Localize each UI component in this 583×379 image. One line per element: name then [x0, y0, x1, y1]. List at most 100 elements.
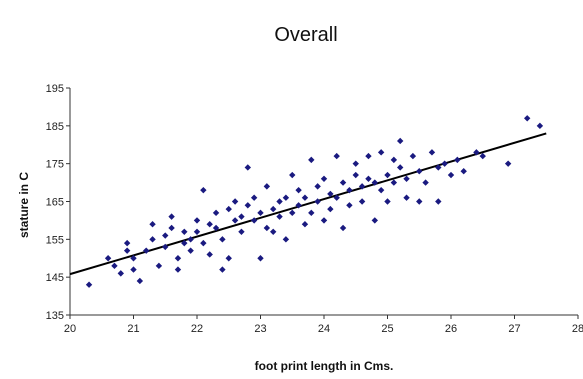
data-point	[111, 262, 118, 270]
data-point	[390, 156, 398, 164]
data-point	[168, 224, 175, 232]
data-point	[295, 202, 302, 209]
data-point	[212, 224, 220, 232]
data-point	[276, 213, 283, 220]
data-point	[384, 171, 391, 179]
x-tick-label: 22	[191, 323, 203, 335]
data-point	[365, 152, 372, 160]
data-point	[295, 186, 302, 194]
x-tick-label: 28	[572, 323, 583, 335]
plot-area: 135 145 155 165 175 185 195 20 21 22 23 24 25 26 27 28	[46, 83, 583, 335]
data-point	[238, 213, 245, 220]
data-point	[301, 221, 309, 228]
data-point	[403, 175, 410, 182]
data-point	[301, 194, 309, 201]
data-point	[282, 194, 290, 201]
data-point	[270, 205, 277, 213]
data-point	[130, 266, 137, 273]
data-point	[123, 247, 131, 254]
data-point	[225, 205, 232, 213]
data-point	[441, 160, 448, 167]
data-point	[200, 239, 207, 247]
data-point	[473, 149, 480, 156]
data-point	[416, 168, 423, 175]
data-point	[155, 262, 163, 270]
data-point	[384, 198, 391, 205]
data-point	[250, 217, 258, 224]
data-point	[377, 149, 385, 156]
data-point	[314, 198, 321, 205]
x-tick-label: 20	[64, 323, 76, 335]
chart-title: Overall	[274, 24, 337, 46]
data-point	[320, 217, 328, 224]
data-point	[422, 179, 429, 186]
y-tick-label: 165	[46, 197, 64, 209]
data-point	[136, 277, 144, 285]
data-point	[289, 209, 296, 217]
data-point	[428, 149, 436, 156]
regression-line	[69, 132, 547, 276]
x-tick-label: 27	[508, 323, 520, 335]
data-point	[447, 171, 455, 179]
data-point	[352, 171, 359, 179]
data-point	[409, 152, 417, 160]
data-point	[339, 179, 347, 186]
data-point	[397, 164, 404, 171]
data-point	[85, 281, 93, 288]
data-point	[371, 179, 378, 186]
data-point	[333, 194, 340, 201]
data-point	[206, 251, 213, 258]
data-point	[276, 198, 283, 205]
data-point	[181, 228, 188, 235]
data-point	[193, 217, 201, 224]
data-point	[435, 164, 442, 171]
data-point	[327, 190, 334, 198]
data-point	[123, 239, 131, 247]
data-point	[238, 228, 245, 235]
data-point	[231, 217, 239, 224]
data-point	[257, 209, 264, 217]
data-point	[270, 228, 277, 235]
data-point	[371, 217, 378, 224]
data-point	[390, 179, 398, 186]
data-point	[327, 205, 334, 213]
x-tick-label: 25	[381, 323, 393, 335]
y-tick-label: 145	[46, 272, 64, 284]
data-point	[263, 183, 271, 190]
data-point	[333, 152, 340, 160]
data-point	[244, 202, 251, 209]
data-point	[130, 255, 137, 262]
y-axis-label: stature in C	[17, 172, 31, 238]
data-point	[174, 266, 182, 273]
data-point	[479, 152, 486, 160]
data-point	[250, 194, 258, 201]
x-tick-label: 21	[127, 323, 139, 335]
y-tick-label: 185	[46, 121, 64, 133]
data-point	[460, 168, 467, 175]
data-point	[117, 270, 124, 277]
data-point	[416, 198, 423, 205]
data-point	[162, 243, 169, 251]
data-point	[504, 160, 512, 167]
data-point	[149, 236, 156, 243]
data-point	[358, 183, 366, 190]
y-tick-label: 175	[46, 159, 64, 171]
x-tick-label: 24	[318, 323, 330, 335]
data-point	[365, 175, 372, 182]
x-axis-label: foot print length in Cms.	[255, 359, 394, 373]
data-point	[187, 247, 194, 254]
data-point	[339, 224, 347, 232]
data-point	[104, 255, 112, 262]
x-tick-label: 26	[445, 323, 457, 335]
data-point	[308, 156, 315, 164]
data-point	[193, 228, 201, 235]
data-point	[397, 137, 404, 145]
data-point	[149, 221, 156, 228]
data-point	[282, 236, 290, 243]
data-point	[231, 198, 239, 205]
data-point	[314, 183, 321, 190]
data-point	[346, 202, 353, 209]
data-point	[524, 115, 531, 122]
data-point	[219, 236, 226, 243]
